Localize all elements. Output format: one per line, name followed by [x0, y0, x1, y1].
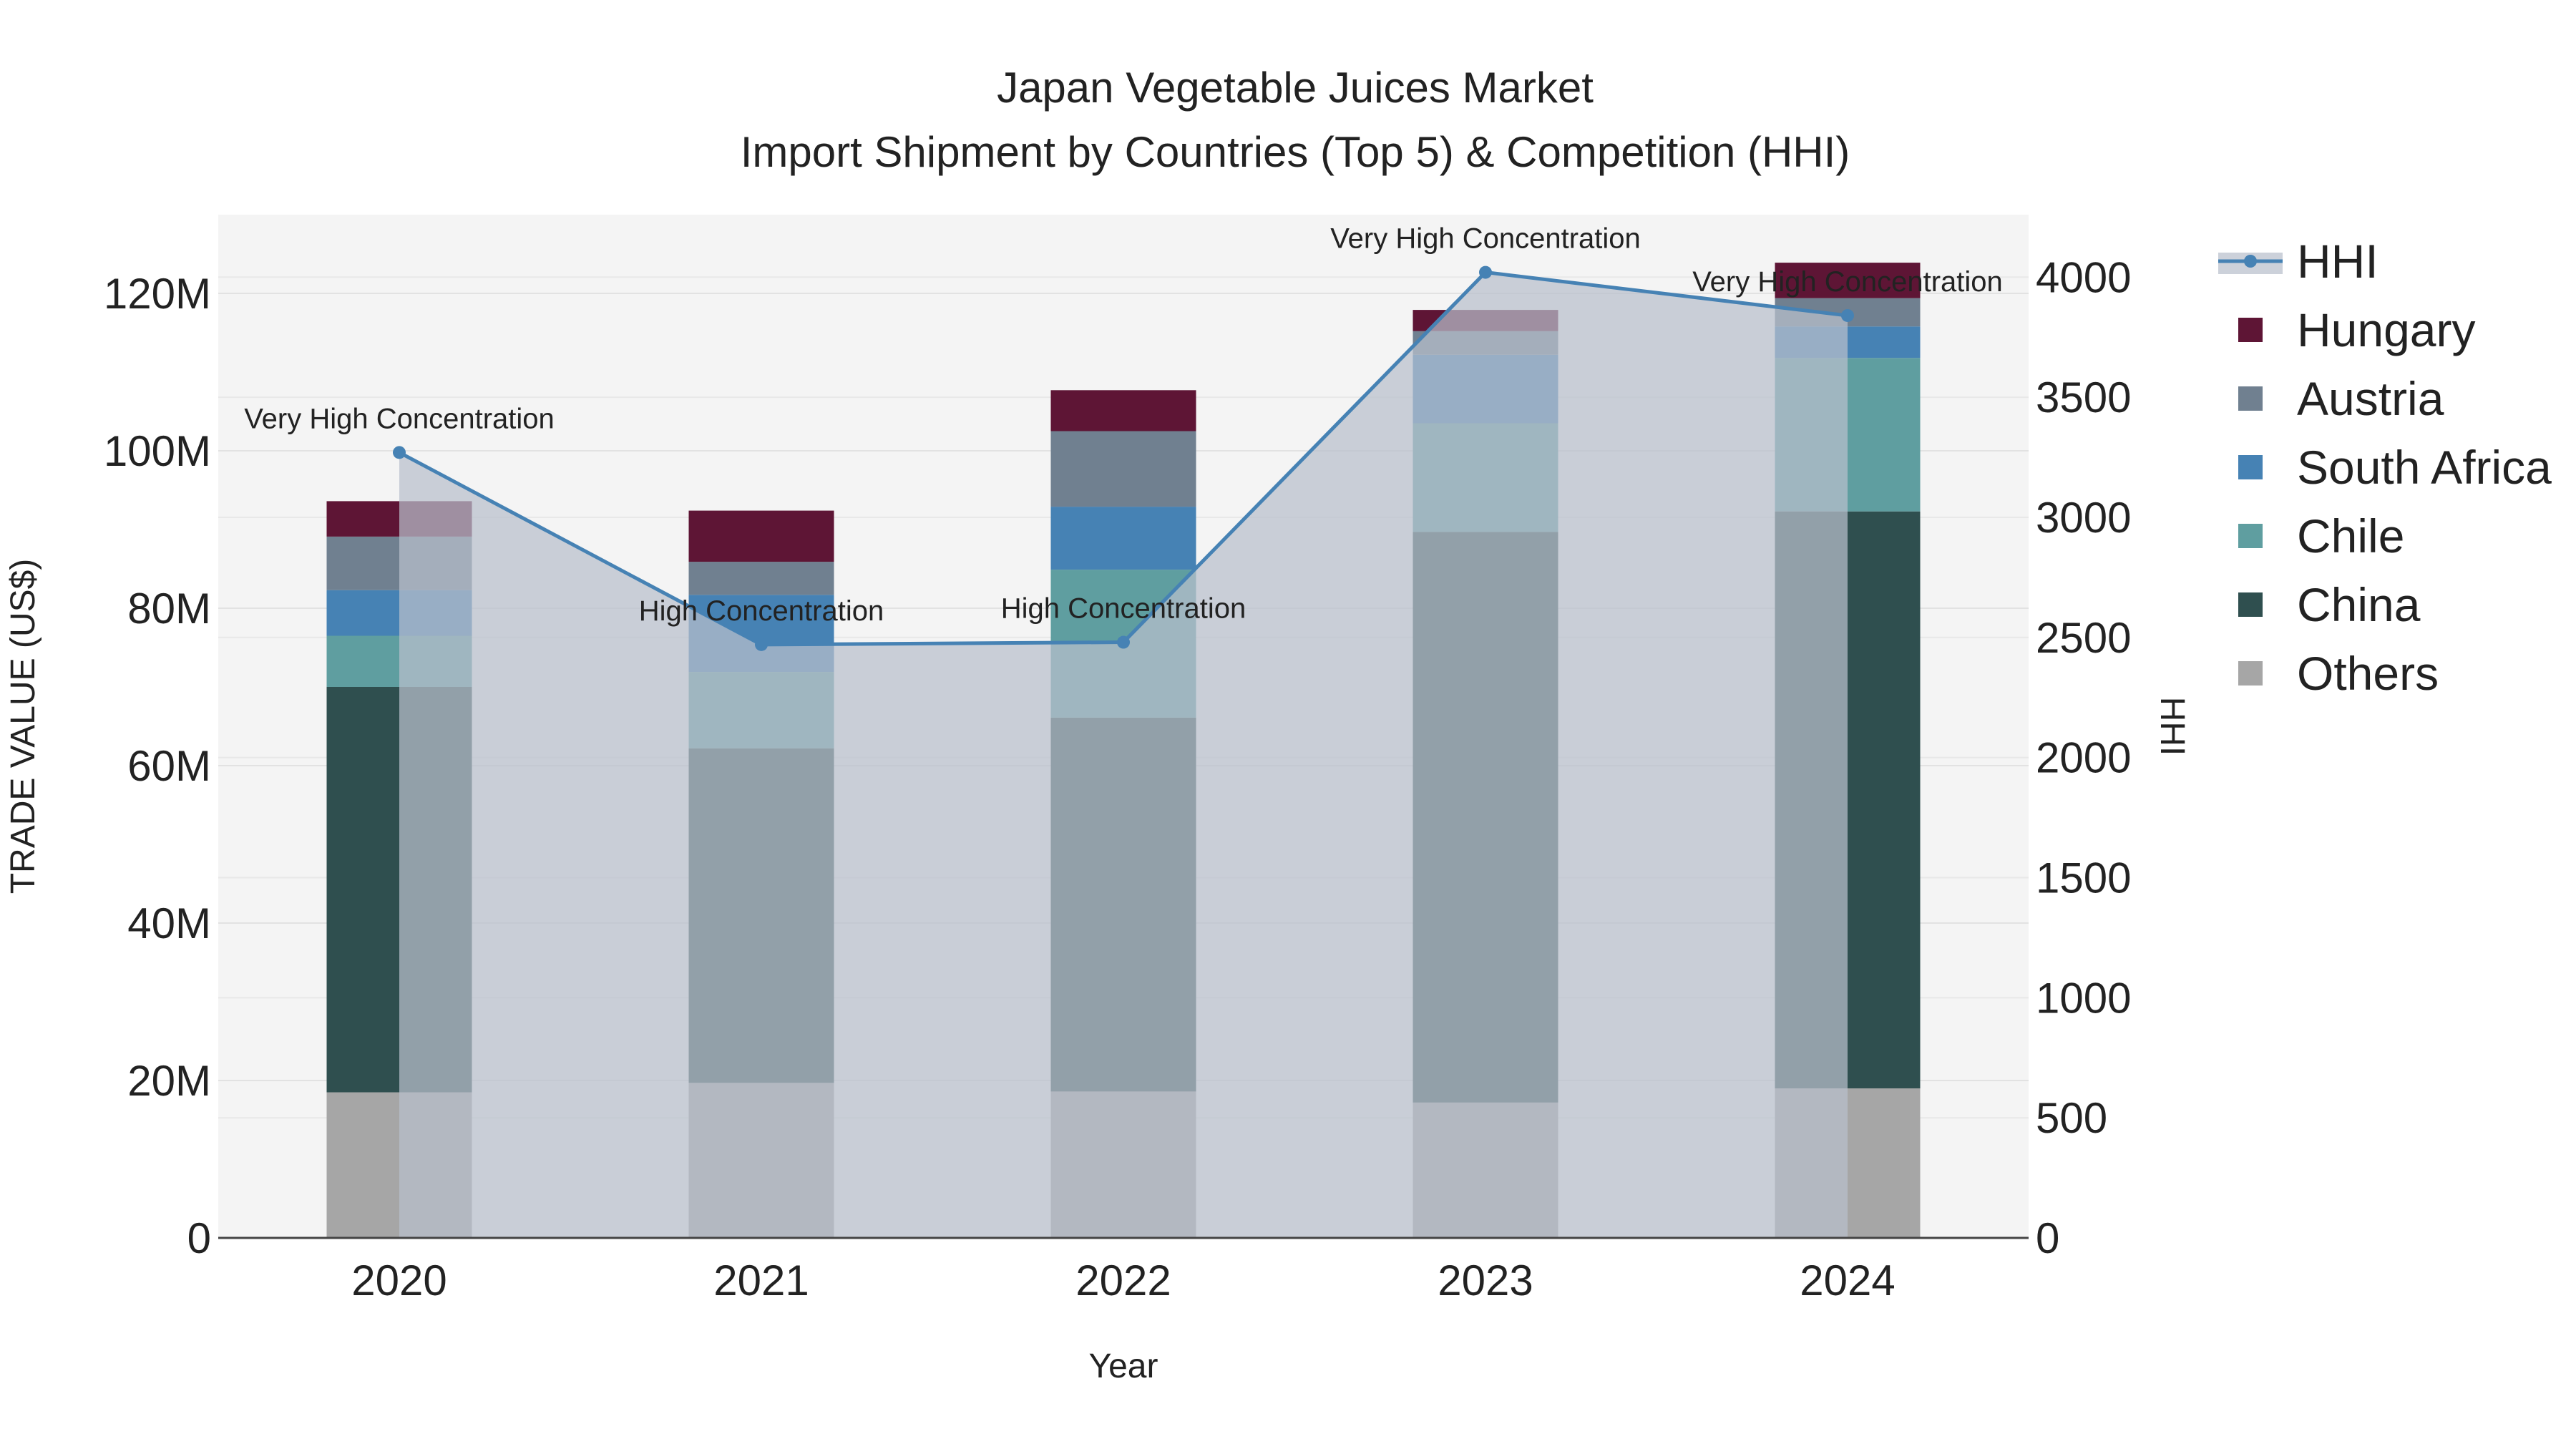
x-axis-ticks: 2020 2021 2022 2023 2024: [351, 1257, 1895, 1304]
y2-axis-ticks: 0 500 1000 1500 2000 2500 3000 3500 4000: [2036, 253, 2131, 1262]
y-axis-ticks: 0 20M 40M 60M 80M 100M 120M: [104, 270, 211, 1262]
legend-swatch-austria: [2238, 386, 2263, 411]
hhi-annotation-2022: High Concentration: [1001, 593, 1246, 625]
hhi-point-2021: [755, 638, 768, 651]
y2-tick-label: 0: [2036, 1214, 2059, 1262]
bar-austria-2022: [1050, 431, 1196, 507]
bar-austria-2021: [688, 562, 834, 595]
y-tick-label: 100M: [104, 427, 211, 475]
y-tick-label: 20M: [127, 1057, 211, 1105]
y-tick-label: 40M: [127, 899, 211, 947]
x-tick-label-2020: 2020: [351, 1257, 447, 1304]
bar-hungary-2021: [688, 510, 834, 562]
hhi-annotation-2023: Very High Concentration: [1330, 223, 1641, 255]
hhi-area-fill: [399, 272, 1848, 1239]
x-tick-label-2022: 2022: [1075, 1257, 1171, 1304]
x-axis-label: Year: [1089, 1347, 1158, 1385]
hhi-annotations: Very High Concentration High Concentratio…: [244, 223, 2003, 627]
hhi-point-2022: [1117, 635, 1130, 649]
bar-hungary-2024: [1775, 263, 1921, 298]
legend-item-others[interactable]: Others: [2238, 647, 2439, 700]
x-tick-label-2023: 2023: [1438, 1257, 1533, 1304]
y2-tick-label: 1000: [2036, 974, 2131, 1022]
hhi-annotation-2020: Very High Concentration: [244, 403, 555, 434]
legend-label-hungary: Hungary: [2297, 303, 2475, 356]
hhi-point-2020: [393, 446, 406, 459]
hhi-line-layer: [393, 265, 1854, 1239]
y2-tick-label: 3000: [2036, 494, 2131, 542]
legend-item-hhi[interactable]: HHI: [2218, 235, 2379, 288]
bar-south-africa-2022: [1050, 507, 1196, 570]
legend-swatch-chile: [2238, 524, 2263, 548]
y-tick-label: 60M: [127, 742, 211, 790]
legend-swatch-hhi-marker: [2244, 255, 2257, 268]
chart-subtitle: Import Shipment by Countries (Top 5) & C…: [741, 128, 1850, 176]
y-tick-label: 120M: [104, 270, 211, 318]
chart-title: Japan Vegetable Juices Market: [997, 64, 1594, 112]
legend-swatch-hungary: [2238, 318, 2263, 342]
legend-item-south-africa[interactable]: South Africa: [2238, 441, 2552, 494]
hhi-point-2023: [1479, 265, 1492, 279]
y2-tick-label: 2000: [2036, 734, 2131, 782]
legend-label-china: China: [2297, 578, 2421, 631]
x-tick-label-2024: 2024: [1800, 1257, 1895, 1304]
bar-hungary-2022: [1050, 390, 1196, 431]
legend-item-china[interactable]: China: [2238, 578, 2421, 631]
y2-tick-label: 2500: [2036, 614, 2131, 662]
y-tick-label: 80M: [127, 585, 211, 633]
legend: HHI Hungary Austria South Africa Chile China O…: [2218, 235, 2552, 700]
legend-item-hungary[interactable]: Hungary: [2238, 303, 2475, 356]
legend-swatch-others: [2238, 661, 2263, 686]
y2-tick-label: 500: [2036, 1094, 2107, 1142]
legend-label-others: Others: [2297, 647, 2439, 700]
y2-tick-label: 4000: [2036, 253, 2131, 301]
legend-label-south-africa: South Africa: [2297, 441, 2552, 494]
y-axis-label: TRADE VALUE (US$): [4, 559, 42, 894]
legend-item-austria[interactable]: Austria: [2238, 372, 2444, 425]
legend-label-hhi: HHI: [2297, 235, 2379, 288]
y-tick-label: 0: [187, 1214, 211, 1262]
legend-label-austria: Austria: [2297, 372, 2444, 425]
legend-label-chile: Chile: [2297, 509, 2404, 562]
hhi-point-2024: [1841, 308, 1854, 322]
x-tick-label-2021: 2021: [713, 1257, 809, 1304]
y2-tick-label: 3500: [2036, 374, 2131, 421]
hhi-annotation-2021: High Concentration: [639, 595, 884, 627]
hhi-annotation-2024: Very High Concentration: [1692, 266, 2003, 298]
legend-swatch-south-africa: [2238, 455, 2263, 479]
y2-tick-label: 1500: [2036, 854, 2131, 902]
legend-item-chile[interactable]: Chile: [2238, 509, 2404, 562]
y2-axis-label: HHI: [2153, 697, 2191, 756]
legend-swatch-china: [2238, 592, 2263, 617]
